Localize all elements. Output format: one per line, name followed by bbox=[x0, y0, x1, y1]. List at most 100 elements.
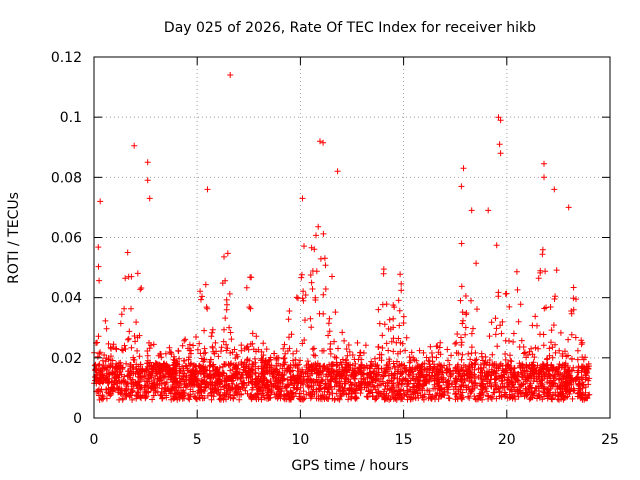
data-point bbox=[245, 371, 251, 377]
data-point bbox=[298, 271, 305, 278]
data-point bbox=[564, 373, 571, 379]
data-point bbox=[460, 317, 466, 324]
data-point bbox=[383, 301, 390, 308]
data-point bbox=[466, 374, 473, 381]
data-point bbox=[574, 356, 581, 363]
data-point bbox=[193, 377, 200, 384]
data-point bbox=[134, 347, 141, 354]
data-point bbox=[345, 366, 352, 373]
data-point bbox=[258, 363, 265, 370]
data-point bbox=[381, 321, 388, 328]
data-point bbox=[445, 395, 452, 402]
data-point bbox=[203, 383, 210, 390]
data-point bbox=[477, 361, 484, 368]
data-point bbox=[143, 368, 150, 374]
data-point bbox=[105, 340, 112, 347]
data-point bbox=[284, 367, 291, 374]
y-tick-label: 0.04 bbox=[51, 291, 82, 307]
data-point bbox=[167, 366, 173, 373]
data-point bbox=[281, 355, 288, 361]
data-point bbox=[394, 370, 401, 377]
data-point bbox=[297, 384, 304, 391]
data-point bbox=[305, 364, 312, 371]
data-point bbox=[480, 357, 486, 364]
data-point bbox=[406, 364, 413, 371]
data-point bbox=[447, 373, 454, 380]
data-point bbox=[130, 354, 137, 361]
data-point bbox=[247, 367, 254, 374]
data-point bbox=[247, 378, 254, 385]
data-point bbox=[541, 160, 547, 167]
data-point bbox=[356, 368, 363, 375]
data-point bbox=[320, 310, 327, 317]
data-point bbox=[337, 387, 344, 394]
data-point bbox=[437, 351, 444, 358]
data-point bbox=[548, 382, 554, 389]
data-point bbox=[457, 376, 464, 383]
data-point bbox=[344, 352, 351, 359]
data-point bbox=[552, 341, 558, 348]
data-point bbox=[497, 150, 504, 157]
data-point bbox=[146, 195, 153, 202]
data-point bbox=[212, 366, 219, 373]
data-point bbox=[199, 293, 205, 300]
data-point bbox=[569, 355, 575, 362]
data-point bbox=[234, 370, 240, 377]
data-point bbox=[563, 353, 570, 360]
data-point bbox=[500, 369, 507, 376]
data-point bbox=[327, 340, 334, 347]
data-point bbox=[95, 244, 102, 251]
data-point bbox=[457, 297, 464, 304]
data-point bbox=[205, 373, 212, 380]
data-point bbox=[427, 365, 434, 372]
data-point bbox=[124, 249, 131, 256]
data-point bbox=[185, 356, 192, 363]
data-point bbox=[458, 334, 464, 341]
data-point bbox=[301, 337, 308, 343]
data-point bbox=[372, 396, 379, 403]
data-point bbox=[302, 292, 309, 298]
data-point bbox=[315, 395, 322, 402]
data-point bbox=[375, 343, 382, 350]
data-point bbox=[579, 363, 586, 370]
data-point bbox=[201, 378, 208, 385]
data-point bbox=[351, 365, 358, 372]
data-point bbox=[474, 306, 480, 313]
data-point bbox=[365, 393, 371, 400]
data-point bbox=[508, 379, 515, 386]
data-point bbox=[546, 373, 553, 380]
data-point bbox=[227, 367, 234, 374]
data-point bbox=[502, 389, 509, 396]
data-point bbox=[551, 186, 558, 193]
data-point bbox=[523, 354, 530, 361]
y-tick-label: 0.02 bbox=[51, 351, 82, 367]
data-point bbox=[173, 362, 180, 368]
data-point bbox=[304, 358, 311, 365]
data-point bbox=[123, 390, 130, 397]
data-point bbox=[400, 376, 407, 382]
data-point bbox=[550, 322, 557, 329]
data-point bbox=[345, 376, 352, 383]
data-point bbox=[197, 288, 204, 295]
data-point bbox=[390, 348, 397, 355]
data-point bbox=[352, 360, 359, 367]
data-point bbox=[439, 391, 446, 398]
data-point bbox=[548, 362, 555, 369]
data-point bbox=[355, 356, 362, 363]
data-point bbox=[540, 342, 547, 349]
data-point bbox=[290, 350, 297, 357]
data-point bbox=[243, 284, 250, 291]
data-point bbox=[432, 396, 438, 403]
data-point bbox=[280, 345, 287, 352]
data-point bbox=[249, 386, 255, 393]
data-point bbox=[161, 386, 168, 393]
data-point bbox=[462, 331, 469, 338]
data-point bbox=[516, 381, 523, 388]
data-point bbox=[267, 378, 274, 384]
data-point bbox=[271, 350, 277, 357]
data-point bbox=[96, 277, 103, 284]
data-point bbox=[344, 369, 351, 376]
data-point bbox=[244, 343, 251, 350]
data-point bbox=[520, 374, 527, 381]
data-point bbox=[258, 371, 265, 378]
